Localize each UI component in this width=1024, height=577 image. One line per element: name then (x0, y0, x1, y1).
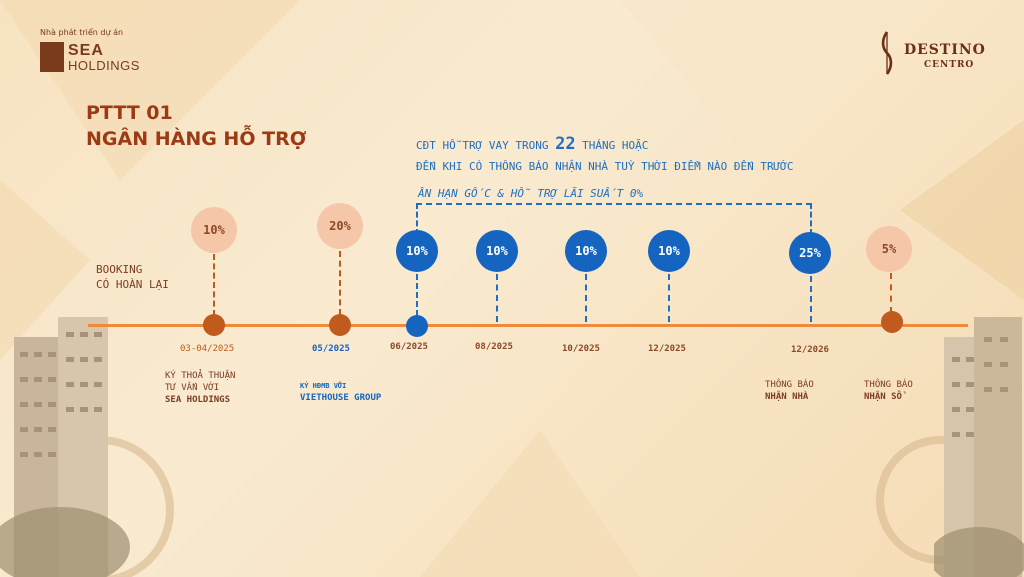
support-note-line1: CĐT HỖ TRỢ VAY TRONG 22 THÁNG HOẶC (416, 134, 648, 154)
note-line1-a: CĐT HỖ TRỢ VAY TRONG (416, 139, 556, 152)
milestone-date-7: 12/2026 (791, 345, 829, 355)
note-line1-b: THÁNG HOẶC (575, 139, 649, 152)
page-subtitle: NGÂN HÀNG HỖ TRỢ (86, 128, 307, 150)
logo-left-line1: SEA (68, 42, 104, 59)
milestone-connector-3 (416, 274, 418, 316)
milestone-desc-2: KÝ HĐMB VỚI VIETHOUSE GROUP (300, 380, 381, 404)
bracket-right-leg (810, 203, 812, 235)
milestone-desc-7-line1: THÔNG BÁO (765, 380, 814, 390)
support-note-line3: ÂN HẠN GỐC & HỖ TRỢ LÃI SUẤT 0% (418, 187, 644, 200)
support-period-bracket (416, 203, 812, 205)
logo-developer-caption: Nhà phát triển dự án (40, 28, 124, 37)
milestone-desc-2-line2: VIETHOUSE GROUP (300, 393, 382, 403)
milestone-desc-1-line3: SEA HOLDINGS (165, 395, 231, 405)
timeline-dot-3 (406, 315, 428, 337)
milestone-date-3: 06/2025 (390, 342, 428, 352)
milestone-date-6: 12/2025 (648, 344, 686, 354)
bracket-left-leg (416, 203, 418, 235)
milestone-connector-8 (890, 273, 892, 313)
milestone-connector-6 (668, 274, 670, 322)
milestone-desc-7-line2: NHẬN NHÀ (765, 392, 809, 402)
payment-circle-4: 10% (476, 230, 518, 272)
timeline-dot-2 (329, 314, 351, 336)
milestone-connector-2 (339, 251, 341, 315)
payment-circle-1: 10% (191, 207, 237, 253)
milestone-connector-4 (496, 274, 498, 322)
milestone-desc-7: THÔNG BÁO NHẬN NHÀ (765, 379, 814, 403)
milestone-desc-2-line1: KÝ HĐMB VỚI (300, 382, 347, 390)
sea-holdings-logo: Nhà phát triển dự án SEA HOLDINGS (40, 28, 139, 73)
page-title: PTTT 01 (86, 102, 173, 124)
payment-circle-8: 5% (866, 226, 912, 272)
milestone-desc-1-line2: TƯ VẤN VỚI (165, 383, 220, 393)
timeline-dot-8 (881, 311, 903, 333)
payment-circle-2: 20% (317, 203, 363, 249)
milestone-desc-8: THÔNG BÁO NHẬN SỔ (864, 379, 913, 403)
building-illustration-left (0, 317, 130, 577)
logo-right-line1: DESTINO (904, 42, 986, 58)
building-illustration-right (934, 317, 1024, 577)
payment-circle-5: 10% (565, 230, 607, 272)
milestone-desc-1: KÝ THOẢ THUẬN TƯ VẤN VỚI SEA HOLDINGS (165, 370, 235, 406)
logo-right-line2: CENTRO (924, 60, 975, 70)
booking-line1: BOOKING (96, 263, 143, 276)
booking-line2: CÓ HOÀN LẠI (96, 278, 169, 291)
note-months-number: 22 (555, 134, 576, 154)
milestone-date-5: 10/2025 (562, 344, 600, 354)
milestone-connector-5 (585, 274, 587, 322)
milestone-connector-1 (213, 254, 215, 316)
milestone-connector-7 (810, 276, 812, 322)
milestone-desc-8-line2: NHẬN SỔ (864, 392, 902, 402)
booking-label: BOOKING CÓ HOÀN LẠI (96, 262, 169, 292)
logo-left-line2: HOLDINGS (68, 58, 140, 73)
timeline-axis (88, 324, 968, 327)
milestone-date-4: 08/2025 (475, 342, 513, 352)
sea-holdings-mark-icon (40, 42, 64, 72)
support-note-line2: ĐẾN KHI CÓ THÔNG BÁO NHẬN NHÀ TUỲ THỜI Đ… (416, 160, 794, 173)
payment-circle-3: 10% (396, 230, 438, 272)
milestone-desc-1-line1: KÝ THOẢ THUẬN (165, 371, 236, 381)
payment-circle-6: 10% (648, 230, 690, 272)
milestone-date-2: 05/2025 (312, 344, 350, 354)
destino-mark-icon (881, 31, 893, 75)
milestone-desc-8-line1: THÔNG BÁO (864, 380, 913, 390)
payment-circle-7: 25% (789, 232, 831, 274)
milestone-date-1: 03-04/2025 (180, 344, 235, 354)
timeline-dot-1 (203, 314, 225, 336)
